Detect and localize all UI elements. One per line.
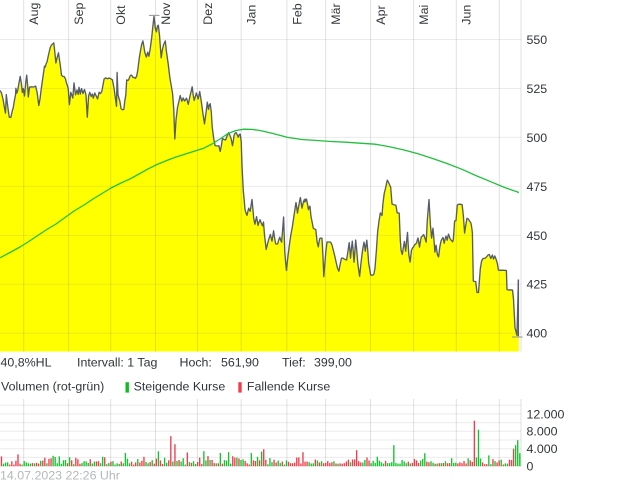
svg-text:Sep: Sep — [72, 3, 86, 25]
svg-text:8.000: 8.000 — [527, 425, 558, 439]
svg-text:Volumen (rot-grün): Volumen (rot-grün) — [1, 379, 104, 393]
svg-text:399,00: 399,00 — [314, 355, 352, 369]
svg-text:0: 0 — [527, 459, 534, 473]
svg-text:425: 425 — [527, 278, 548, 292]
svg-text:Fallende Kurse: Fallende Kurse — [247, 379, 330, 393]
svg-text:Okt: Okt — [114, 5, 128, 25]
svg-text:Dez: Dez — [201, 3, 215, 25]
svg-text:500: 500 — [527, 131, 548, 145]
svg-text:Nov: Nov — [159, 2, 173, 25]
svg-text:14.07.2023 22:26 Uhr: 14.07.2023 22:26 Uhr — [0, 468, 120, 482]
svg-text:Tief:: Tief: — [282, 355, 306, 369]
svg-text:4.000: 4.000 — [527, 442, 558, 456]
svg-text:Hoch:: Hoch: — [180, 355, 212, 369]
svg-text:Apr: Apr — [374, 5, 388, 24]
svg-text:Mär: Mär — [329, 3, 343, 24]
svg-text:Jan: Jan — [245, 5, 259, 25]
svg-text:Jun: Jun — [460, 5, 474, 25]
svg-text:Feb: Feb — [290, 3, 304, 24]
svg-text:40,8%HL: 40,8%HL — [1, 355, 52, 369]
svg-text:561,90: 561,90 — [221, 355, 259, 369]
svg-text:Intervall: 1 Tag: Intervall: 1 Tag — [77, 355, 157, 369]
svg-text:12.000: 12.000 — [527, 407, 565, 421]
svg-text:Mai: Mai — [417, 5, 431, 25]
svg-text:525: 525 — [527, 82, 548, 96]
svg-text:475: 475 — [527, 180, 548, 194]
svg-text:400: 400 — [527, 327, 548, 341]
svg-text:550: 550 — [527, 33, 548, 47]
svg-text:Steigende Kurse: Steigende Kurse — [134, 379, 226, 393]
svg-text:Aug: Aug — [27, 3, 41, 25]
svg-text:450: 450 — [527, 229, 548, 243]
